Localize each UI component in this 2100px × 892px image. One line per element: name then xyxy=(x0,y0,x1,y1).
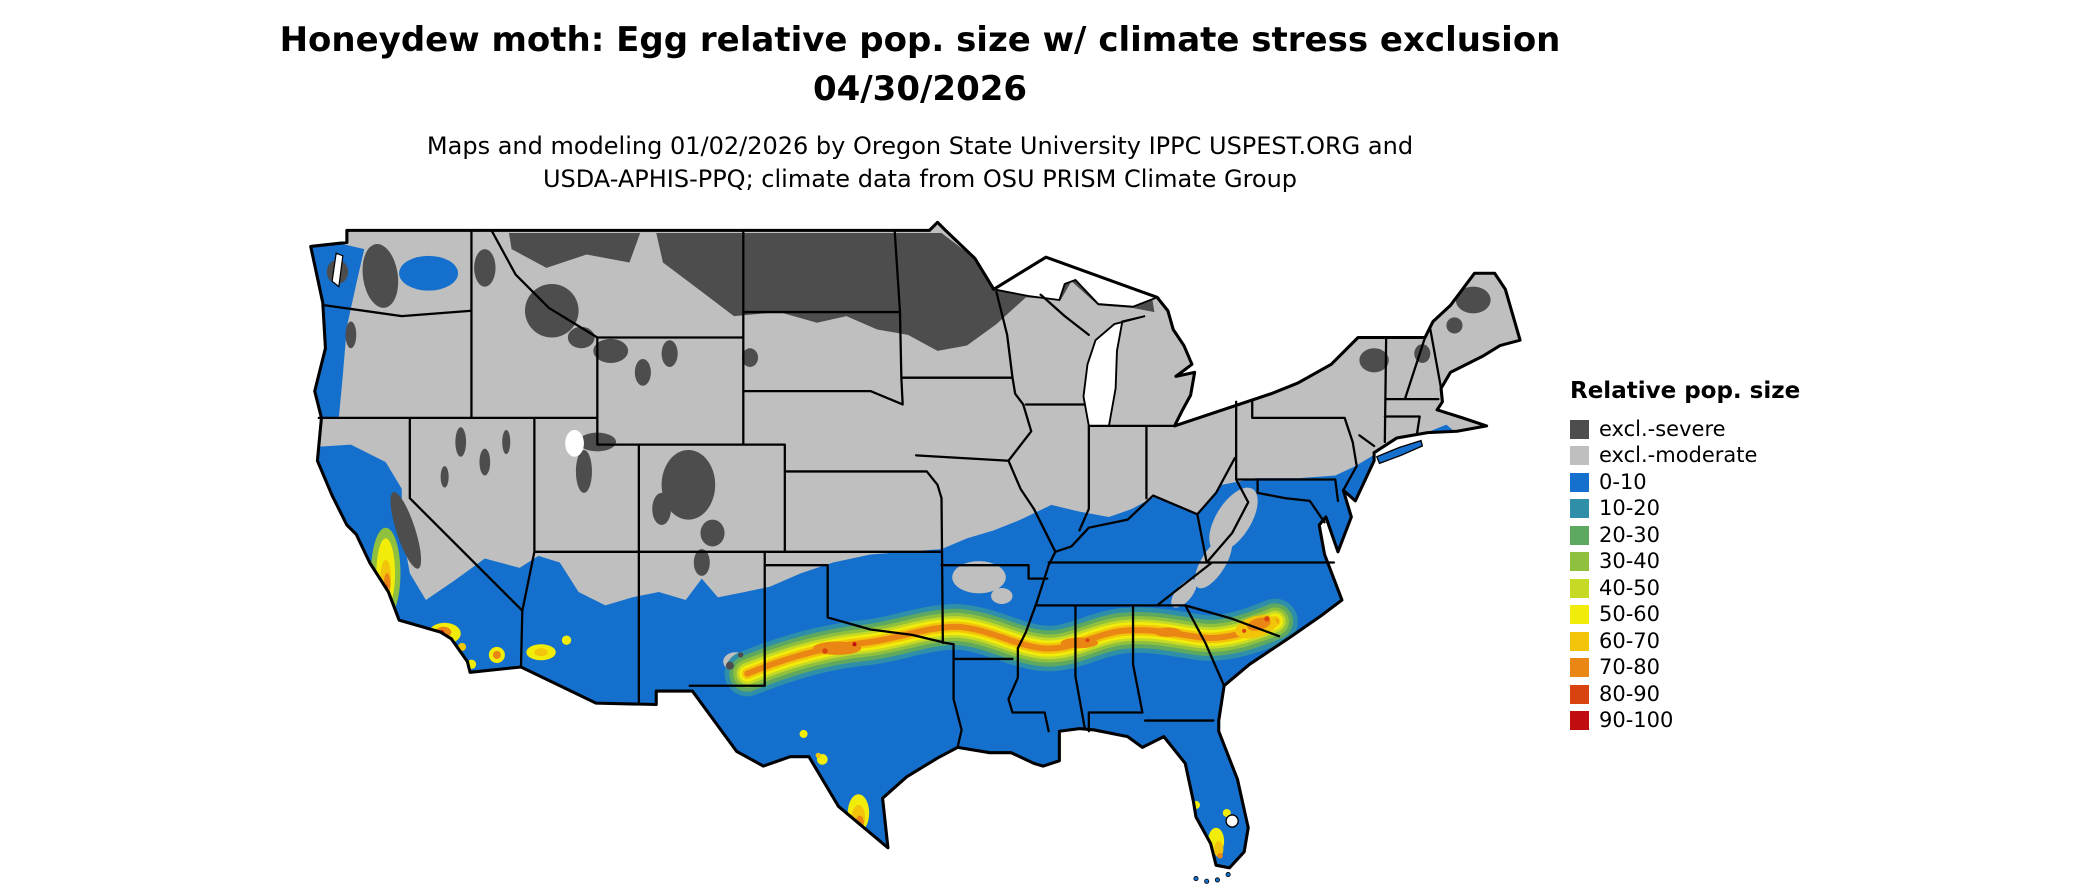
wind-river-severe xyxy=(634,358,651,386)
northern-plains-severe xyxy=(656,233,1155,351)
wasatch-severe xyxy=(575,450,592,493)
legend-title: Relative pop. size xyxy=(1570,378,1801,404)
legend-swatch xyxy=(1570,605,1589,625)
legend-item: excl.-severe xyxy=(1570,416,1800,443)
legend-item: 50-60 xyxy=(1570,602,1800,629)
northwest-montana-severe xyxy=(508,233,641,268)
maine-severe xyxy=(1446,317,1463,334)
page-title: Honeydew moth: Egg relative pop. size w/… xyxy=(279,20,1561,60)
puget-sound xyxy=(331,252,344,288)
appalachian-gray-patch xyxy=(1209,487,1258,552)
legend-swatch xyxy=(1570,525,1589,545)
lakes-group xyxy=(331,252,1239,828)
credit-line-1: Maps and modeling 01/02/2026 by Oregon S… xyxy=(426,131,1414,160)
legend-label: 20-30 xyxy=(1599,522,1661,547)
ozark-gray-patch xyxy=(952,561,1006,594)
legend-swatch xyxy=(1570,631,1589,651)
islands-group xyxy=(1193,439,1424,884)
north-maine-severe xyxy=(1455,286,1491,314)
legend-label: 70-80 xyxy=(1599,655,1661,680)
legend-item: 20-30 xyxy=(1570,522,1800,549)
legend-label: 30-40 xyxy=(1599,549,1661,574)
legend-label: 60-70 xyxy=(1599,628,1661,653)
hotspot-arizona xyxy=(526,635,572,661)
legend-label: 80-90 xyxy=(1599,681,1661,706)
smokies-gray-patch xyxy=(1171,579,1197,608)
map-header: Honeydew moth: Egg relative pop. size w/… xyxy=(0,20,1840,197)
legend-label: 10-20 xyxy=(1599,496,1661,521)
cascades-severe xyxy=(362,243,399,308)
legend-swatch xyxy=(1570,578,1589,598)
florida-keys xyxy=(1193,872,1231,884)
oregon-cascades-severe xyxy=(345,321,357,349)
legend-item: 10-20 xyxy=(1570,496,1800,523)
yellowstone-severe xyxy=(593,338,629,363)
colorado-rockies-severe xyxy=(700,519,725,547)
legend-label: 40-50 xyxy=(1599,575,1661,600)
sangre-de-cristo-severe xyxy=(693,549,710,576)
adirondacks-severe xyxy=(1359,348,1389,373)
idaho-panhandle-severe xyxy=(474,249,496,287)
nevada-range-severe xyxy=(455,427,467,457)
legend-swatch xyxy=(1570,419,1589,439)
legend-label: 0-10 xyxy=(1599,469,1647,494)
legend-swatch xyxy=(1570,658,1589,678)
legend-label: 50-60 xyxy=(1599,602,1661,627)
nevada-range-severe xyxy=(502,429,511,455)
long-island xyxy=(1375,439,1424,465)
legend-item: 70-80 xyxy=(1570,655,1800,682)
legend-item: 80-90 xyxy=(1570,681,1800,708)
ouachita-gray-patch xyxy=(991,587,1013,605)
legend-label: 90-100 xyxy=(1599,708,1674,733)
nevada-range-severe xyxy=(479,448,491,476)
davis-mountains-severe xyxy=(725,661,734,670)
idaho-severe xyxy=(567,326,595,349)
legend-item: 40-50 xyxy=(1570,575,1800,602)
lake-okeechobee xyxy=(1225,814,1239,828)
map-date: 04/30/2026 xyxy=(812,68,1028,109)
legend-swatch xyxy=(1570,711,1589,731)
legend-label: excl.-severe xyxy=(1599,416,1726,441)
legend-item: 90-100 xyxy=(1570,708,1800,735)
legend-label: excl.-moderate xyxy=(1599,443,1758,468)
legend-swatch xyxy=(1570,472,1589,492)
legend-swatch xyxy=(1570,552,1589,572)
great-salt-lake xyxy=(565,429,584,457)
legend-swatch xyxy=(1570,446,1589,466)
legend-item: 30-40 xyxy=(1570,549,1800,576)
state-borders xyxy=(317,229,1443,749)
black-hills-severe xyxy=(741,348,759,367)
legend-swatch xyxy=(1570,684,1589,704)
hotspot-band-cores xyxy=(812,627,1182,655)
legend-item: 60-70 xyxy=(1570,628,1800,655)
okanogan-blue-patch xyxy=(399,255,459,291)
davis-mountains-severe xyxy=(737,652,744,658)
hotspot-florida xyxy=(1191,800,1231,859)
legend-item: 0-10 xyxy=(1570,469,1800,496)
map-legend: Relative pop. size excl.-severe excl.-mo… xyxy=(1570,378,1800,734)
sierra-nevada-severe xyxy=(390,492,422,569)
colorado-rockies-severe xyxy=(661,450,716,520)
colorado-rockies-severe xyxy=(652,492,671,526)
credit-text: Maps and modeling 01/02/2026 by Oregon S… xyxy=(0,130,1840,197)
legend-item: excl.-moderate xyxy=(1570,443,1800,470)
bighorn-severe xyxy=(661,340,678,367)
legend-swatch xyxy=(1570,499,1589,519)
nevada-range-severe xyxy=(440,466,449,488)
credit-line-2: USDA-APHIS-PPQ; climate data from OSU PR… xyxy=(542,165,1298,194)
